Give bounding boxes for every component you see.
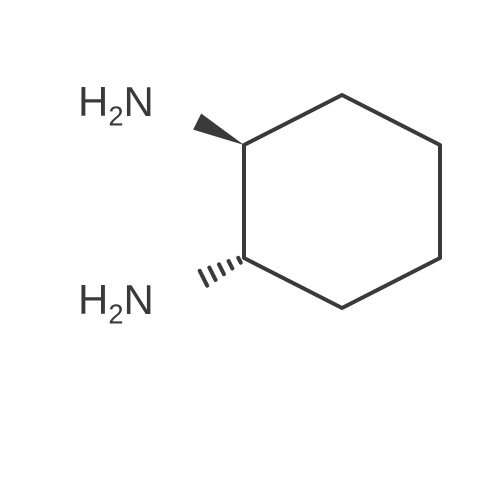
label-h: H [78, 276, 108, 323]
amine-label-1: H2N [78, 78, 154, 132]
label-n: N [124, 78, 154, 125]
label-h: H [78, 78, 108, 125]
amine-label-2: H2N [78, 276, 154, 330]
wedge-bond-hashed [200, 258, 241, 286]
cyclohexane-ring [244, 95, 440, 308]
label-sub: 2 [108, 100, 123, 131]
wedge-bond-solid [193, 114, 244, 145]
label-sub: 2 [108, 298, 123, 329]
structure-svg [0, 0, 500, 500]
label-n: N [124, 276, 154, 323]
molecule-diagram: H2N H2N [0, 0, 500, 500]
